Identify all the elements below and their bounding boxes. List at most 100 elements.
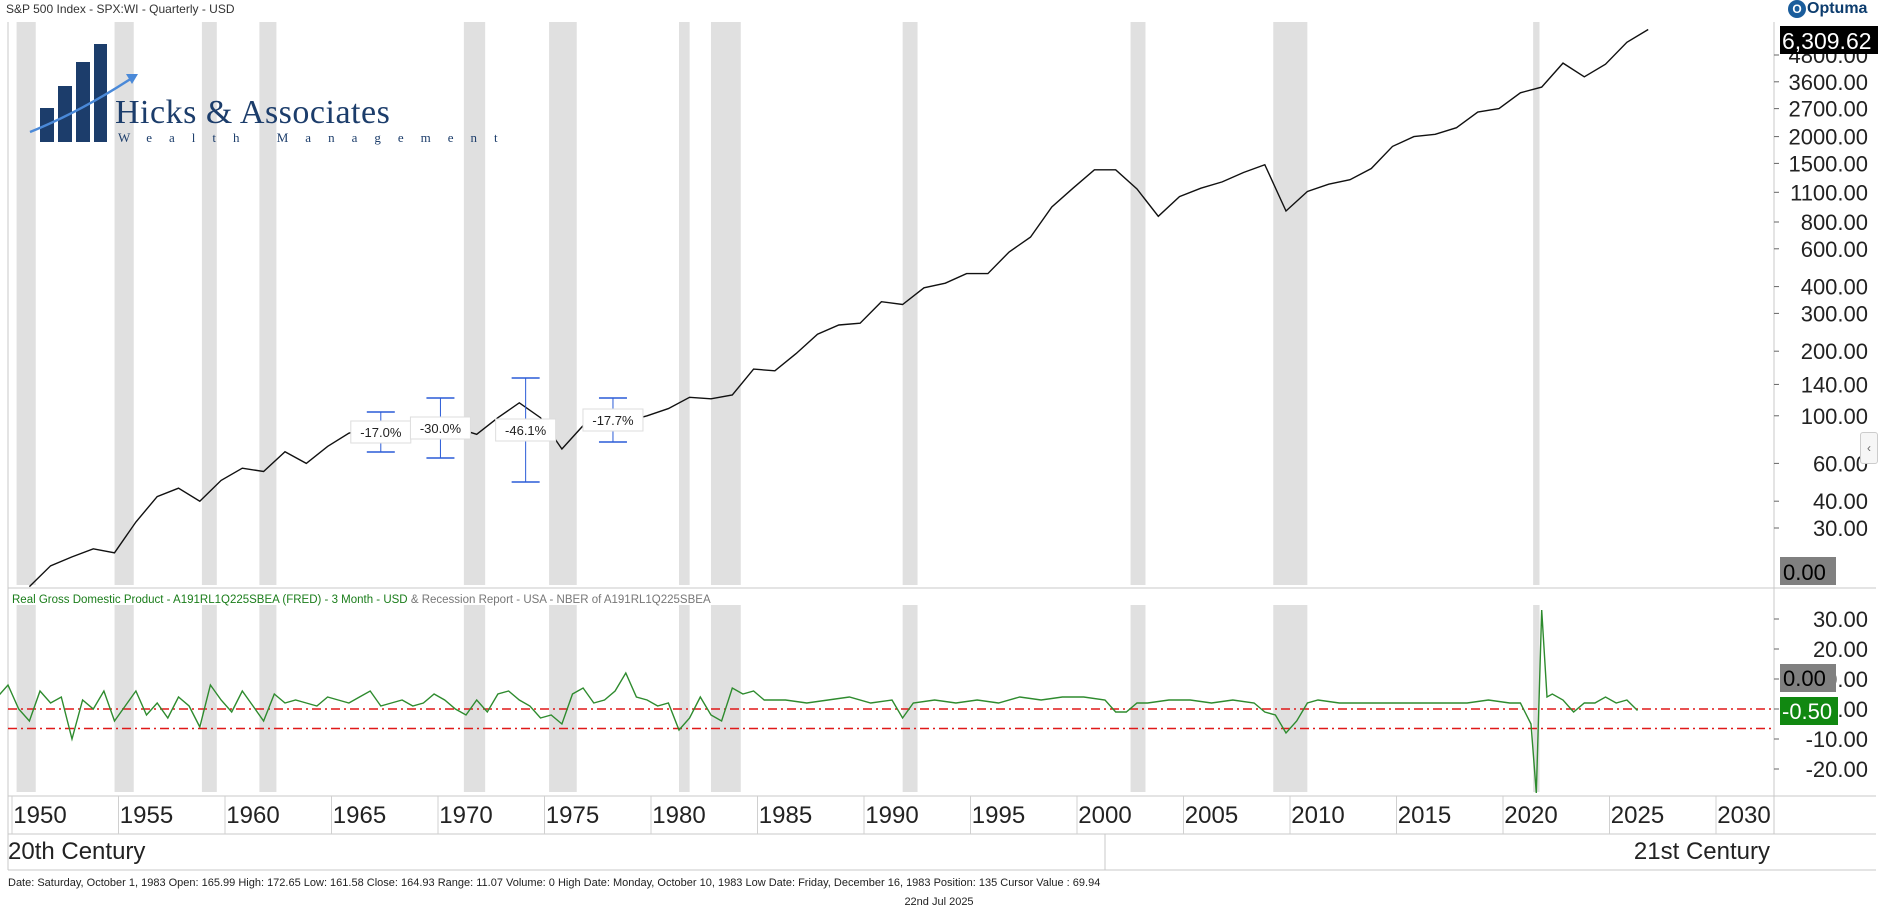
y-tick-label: 140.00 bbox=[1801, 372, 1868, 397]
x-tick-label: 2025 bbox=[1611, 802, 1664, 829]
x-tick-label: 1970 bbox=[439, 802, 492, 829]
x-tick-label: 1960 bbox=[226, 802, 279, 829]
y-tick-label: 2700.00 bbox=[1788, 97, 1868, 122]
y-tick-label: -10.00 bbox=[1806, 727, 1868, 752]
cursor-status-line: Date: Saturday, October 1, 1983 Open: 16… bbox=[8, 877, 1101, 889]
century-label-21st: 21st Century bbox=[1633, 838, 1770, 865]
x-tick-label: 1980 bbox=[652, 802, 705, 829]
drawdown-label: -17.0% bbox=[360, 425, 402, 440]
recession-band bbox=[679, 605, 690, 792]
recession-band bbox=[1273, 605, 1308, 792]
y-tick-label: 1100.00 bbox=[1790, 180, 1868, 205]
recession-band bbox=[16, 22, 36, 585]
recession-band bbox=[902, 605, 918, 792]
y-tick-label: 300.00 bbox=[1801, 301, 1868, 326]
report-date: 22nd Jul 2025 bbox=[904, 896, 974, 908]
y-tick-label: 30.00 bbox=[1813, 607, 1868, 632]
drawdown-label: -46.1% bbox=[505, 423, 547, 438]
price-zero-badge: 0.00 bbox=[1783, 560, 1826, 585]
price-zero-badge-bg bbox=[1780, 557, 1836, 585]
y-tick-label: 40.00 bbox=[1813, 489, 1868, 514]
chevron-left-icon: ‹ bbox=[1867, 441, 1871, 455]
recession-band bbox=[259, 605, 277, 792]
x-tick-label: 2030 bbox=[1717, 802, 1770, 829]
recession-band bbox=[201, 22, 217, 585]
recession-band bbox=[463, 22, 486, 585]
gdp-threshold-lines bbox=[8, 708, 1774, 730]
y-tick-label: 1500.00 bbox=[1788, 151, 1868, 176]
y-tick-label: -20.00 bbox=[1806, 757, 1868, 782]
x-tick-label: 1985 bbox=[759, 802, 812, 829]
price-last-value-badge-bg bbox=[1780, 26, 1878, 54]
recession-band bbox=[1130, 22, 1146, 585]
gdp-panel-title: Real Gross Domestic Product - A191RL1Q22… bbox=[12, 594, 711, 606]
y-tick-label: 20.00 bbox=[1813, 637, 1868, 662]
logo-icon bbox=[29, 44, 138, 142]
drawdown-annotations: -17.0% -30.0% -46.1% -17.7% bbox=[350, 377, 644, 483]
brand-icon: O bbox=[1788, 0, 1806, 18]
recession-band bbox=[549, 22, 577, 585]
recession-bands-price bbox=[16, 22, 1540, 585]
logo-name: Hicks & Associates bbox=[115, 94, 391, 131]
chart-frames bbox=[7, 22, 1876, 871]
recession-band bbox=[710, 22, 741, 585]
drawdown-label: -17.7% bbox=[592, 413, 634, 428]
x-tick-label: 2015 bbox=[1398, 802, 1451, 829]
recession-band bbox=[1273, 22, 1308, 585]
x-tick-label: 1975 bbox=[546, 802, 599, 829]
x-tick-label: 1955 bbox=[120, 802, 173, 829]
recession-band bbox=[679, 22, 690, 585]
recession-band bbox=[710, 605, 741, 792]
drawdown-label-box bbox=[582, 408, 644, 432]
recession-bands-gdp bbox=[16, 605, 1540, 792]
sp500-price-line bbox=[28, 28, 1649, 588]
recession-band bbox=[463, 605, 486, 792]
drawdown-label-box bbox=[495, 418, 557, 442]
x-tick-label: 1965 bbox=[333, 802, 386, 829]
recession-band bbox=[1533, 22, 1540, 585]
y-tick-label: 30.00 bbox=[1813, 516, 1868, 541]
y-tick-label: 3600.00 bbox=[1788, 70, 1868, 95]
x-tick-label: 1950 bbox=[13, 802, 66, 829]
y-tick-label: 400.00 bbox=[1801, 275, 1868, 300]
century-label-20th: 20th Century bbox=[8, 838, 146, 865]
drawdown-label-box bbox=[409, 416, 471, 440]
recession-band bbox=[114, 605, 134, 792]
gdp-line bbox=[0, 609, 1638, 794]
collapse-panel-button[interactable]: ‹ bbox=[1860, 432, 1878, 464]
x-tick-label: 1990 bbox=[865, 802, 918, 829]
recession-band bbox=[201, 605, 217, 792]
time-x-axis: 1950 1955 1960 1965 1970 1975 1980 1985 1990 1995… bbox=[11, 796, 1771, 834]
price-last-value-badge: 6,309.62 bbox=[1782, 28, 1872, 54]
y-tick-label: 800.00 bbox=[1801, 210, 1868, 235]
recession-band bbox=[1533, 605, 1540, 792]
brand-logo: O Optuma bbox=[1788, 0, 1867, 18]
y-tick-label: 200.00 bbox=[1801, 339, 1868, 364]
series-lines bbox=[0, 28, 1649, 794]
recession-band bbox=[549, 605, 577, 792]
recession-band bbox=[1130, 605, 1146, 792]
chart-title: S&P 500 Index - SPX:WI - Quarterly - USD bbox=[6, 2, 235, 16]
gdp-last-value-badge-bg bbox=[1780, 697, 1838, 725]
recession-band bbox=[16, 605, 36, 792]
recession-band bbox=[259, 22, 277, 585]
x-tick-label: 1995 bbox=[972, 802, 1025, 829]
drawdown-label: -30.0% bbox=[420, 421, 462, 436]
gdp-series-title: Real Gross Domestic Product - A191RL1Q22… bbox=[12, 594, 408, 606]
logo-subtitle: Wealth Management bbox=[118, 130, 515, 145]
recession-band bbox=[902, 22, 918, 585]
y-tick-label: 600.00 bbox=[1801, 237, 1868, 262]
gdp-zero-badge-bg bbox=[1780, 664, 1836, 692]
recession-report-title: & Recession Report - USA - NBER of A191R… bbox=[410, 594, 711, 606]
x-tick-label: 2005 bbox=[1185, 802, 1238, 829]
y-tick-label: 60.00 bbox=[1813, 451, 1868, 476]
brand-name: Optuma bbox=[1807, 0, 1868, 18]
x-tick-label: 2000 bbox=[1078, 802, 1131, 829]
x-tick-label: 2010 bbox=[1291, 802, 1344, 829]
y-tick-label: 100.00 bbox=[1801, 404, 1868, 429]
x-tick-label: 2020 bbox=[1504, 802, 1557, 829]
gdp-last-value-badge: -0.50 bbox=[1782, 699, 1832, 724]
